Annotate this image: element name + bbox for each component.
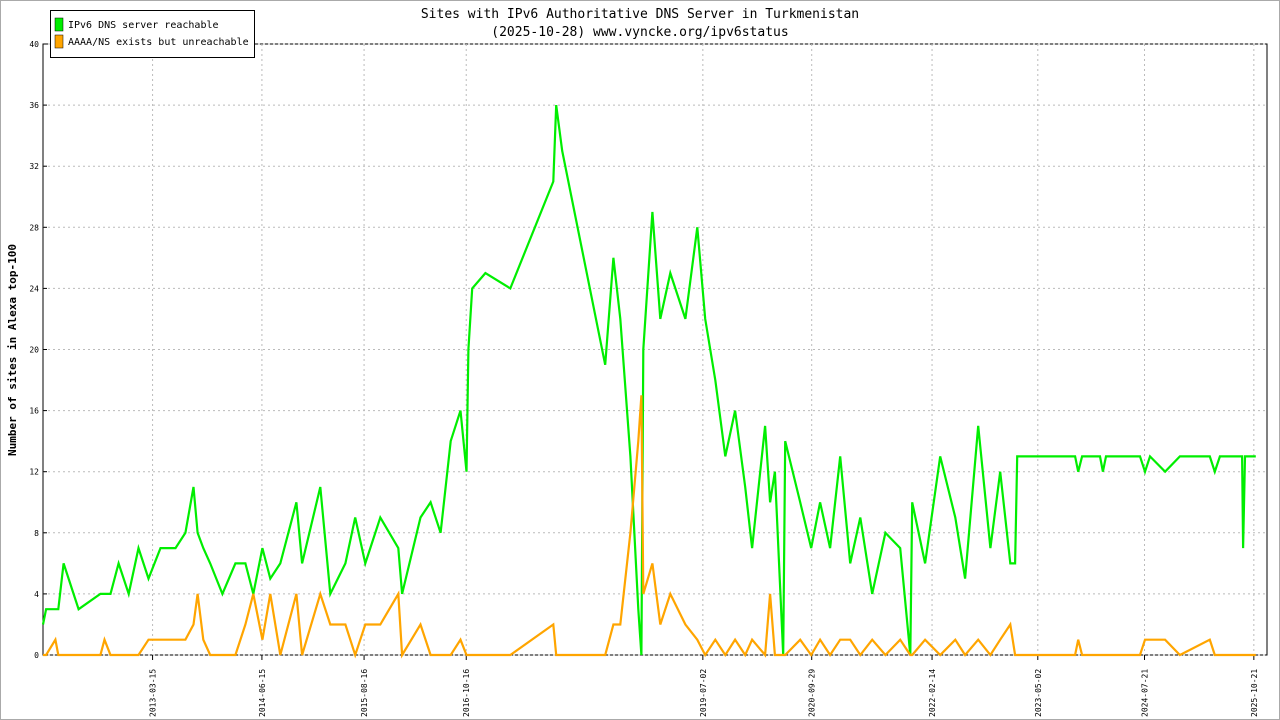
y-tick-label: 28 <box>29 223 39 232</box>
series-line <box>43 395 1256 659</box>
x-tick-label: 2023-05-02 <box>1034 669 1043 717</box>
x-tick-label: 2016-10-16 <box>462 669 471 717</box>
legend-label: AAAA/NS exists but unreachable <box>68 37 249 48</box>
y-tick-label: 32 <box>29 162 39 171</box>
x-tick-label: 2019-07-02 <box>699 669 708 717</box>
legend-box <box>50 10 255 58</box>
x-tick-label: 2024-07-21 <box>1141 669 1150 717</box>
x-tick-label: 2015-08-16 <box>360 669 369 717</box>
series-line <box>41 104 1256 656</box>
x-tick-label: 2022-02-14 <box>928 669 937 717</box>
y-tick-label: 12 <box>29 468 39 477</box>
y-tick-label: 36 <box>29 101 39 110</box>
x-tick-label: 2014-06-15 <box>258 669 267 717</box>
legend-swatch <box>54 34 64 49</box>
legend-label: IPv6 DNS server reachable <box>68 20 219 31</box>
x-tick-label: 2020-09-29 <box>808 669 817 717</box>
y-tick-label: 24 <box>29 284 39 293</box>
y-tick-label: 8 <box>34 529 39 538</box>
y-tick-label: 4 <box>34 590 39 599</box>
x-tick-label: 2025-10-21 <box>1250 669 1259 717</box>
y-axis-label: Number of sites in Alexa top-100 <box>6 244 19 456</box>
y-tick-label: 40 <box>29 40 39 49</box>
x-tick-label: 2013-03-15 <box>149 669 158 717</box>
legend-swatch <box>54 17 64 32</box>
y-tick-label: 0 <box>34 651 39 660</box>
y-tick-label: 16 <box>29 407 39 416</box>
y-tick-label: 20 <box>29 346 39 355</box>
chart-subtitle: (2025-10-28) www.vyncke.org/ipv6status <box>491 25 788 40</box>
chart-title: Sites with IPv6 Authoritative DNS Server… <box>421 7 859 22</box>
